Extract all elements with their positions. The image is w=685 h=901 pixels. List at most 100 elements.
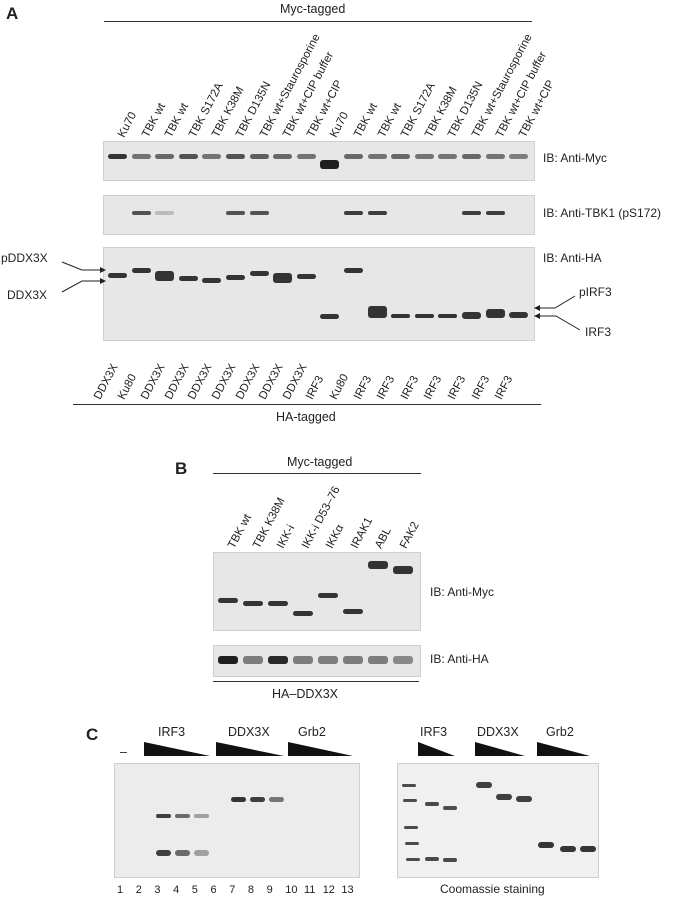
band-ha-lane-3 xyxy=(155,271,175,281)
band-ha-lane-7 xyxy=(249,271,269,276)
blot-b-anti-ha xyxy=(213,645,421,677)
panel-a-bottom-rule xyxy=(73,404,541,405)
wedge-left-grb2 xyxy=(288,742,353,756)
band-c-coomassie-ladder-5 xyxy=(406,858,420,861)
band-c-ddx3x-9 xyxy=(268,797,284,802)
panel-c-left-group-grb2: Grb2 xyxy=(298,725,326,739)
band-c-irf3-upper-3 xyxy=(156,814,172,818)
arrow-irf3 xyxy=(540,315,581,331)
band-c-coomassie-irf3-2 xyxy=(425,857,439,861)
panel-a-top-rule xyxy=(104,21,532,22)
lane-number-8: 8 xyxy=(247,884,255,896)
band-b-myc-lane-3 xyxy=(268,601,288,606)
band-myc-lane-13 xyxy=(391,154,411,159)
band-tbk1-lane-6 xyxy=(226,211,245,215)
lane-number-13: 13 xyxy=(341,884,354,896)
ib-b-anti-myc-label: IB: Anti-Myc xyxy=(430,585,495,599)
lane-number-1: 1 xyxy=(117,884,124,896)
band-c-coomassie-ddx3x-1 xyxy=(476,782,492,788)
band-b-ha-lane-7 xyxy=(368,656,388,664)
band-myc-lane-3 xyxy=(155,154,175,159)
band-b-myc-lane-7 xyxy=(368,561,388,569)
band-myc-lane-14 xyxy=(414,154,434,159)
band-b-myc-lane-4 xyxy=(293,611,313,616)
band-ha-lane-2 xyxy=(131,268,151,273)
band-myc-lane-10 xyxy=(320,160,340,169)
band-myc-lane-6 xyxy=(226,154,245,159)
panel-a-label: A xyxy=(6,4,19,23)
gel-c-coomassie xyxy=(397,763,599,878)
band-b-ha-lane-6 xyxy=(343,656,363,664)
wedge-right-grb2 xyxy=(537,742,590,756)
band-ha-lane-6 xyxy=(226,275,245,280)
arrow-ddx3x xyxy=(61,280,100,293)
arrow-pirf3-head xyxy=(534,305,540,311)
marker-pddx3x: pDDX3X xyxy=(1,251,48,265)
band-c-coomassie-ladder-4 xyxy=(405,842,419,845)
blot-a-anti-myc xyxy=(103,141,535,181)
blot-a-anti-tbk1 xyxy=(103,195,535,235)
band-b-ha-lane-5 xyxy=(318,656,338,664)
band-b-ha-lane-3 xyxy=(268,656,288,664)
panel-c-right-group-grb2: Grb2 xyxy=(546,725,574,739)
band-irf3-lane-10 xyxy=(320,314,340,319)
band-b-ha-lane-4 xyxy=(293,656,313,664)
lane-number-6: 6 xyxy=(210,884,217,896)
band-c-coomassie-grb2-2 xyxy=(560,846,576,852)
band-myc-lane-5 xyxy=(202,154,222,159)
band-c-irf3-lower-3 xyxy=(156,850,172,856)
ib-anti-tbk1-label: IB: Anti-TBK1 (pS172) xyxy=(543,206,662,220)
band-c-irf3-upper-5 xyxy=(193,814,209,818)
panel-c-right-group-irf3: IRF3 xyxy=(420,725,448,739)
band-myc-lane-2 xyxy=(131,154,151,159)
band-tbk1-lane-2 xyxy=(131,211,151,215)
lane-number-2: 2 xyxy=(135,884,142,896)
panel-c-left-group-irf3: IRF3 xyxy=(158,725,186,739)
band-tbk1-lane-3 xyxy=(155,211,175,215)
marker-ddx3x: DDX3X xyxy=(7,288,48,302)
panel-b-top-rule xyxy=(213,473,421,474)
wedge-right-irf3 xyxy=(418,742,455,756)
band-c-coomassie-grb2-1 xyxy=(538,842,554,848)
band-c-irf3-upper-4 xyxy=(175,814,191,818)
band-b-ha-lane-8 xyxy=(393,656,413,664)
band-c-coomassie-irf3-1 xyxy=(425,802,439,806)
band-c-coomassie-ddx3x-3 xyxy=(516,796,532,802)
ib-anti-ha-label: IB: Anti-HA xyxy=(543,251,602,265)
panel-a-bottom-header: HA-tagged xyxy=(276,410,336,424)
wedge-left-ddx3x xyxy=(216,742,284,756)
lane-number-11: 11 xyxy=(304,884,316,896)
blot-a-anti-ha xyxy=(103,247,535,341)
band-myc-lane-7 xyxy=(249,154,269,159)
band-irf3-lane-13 xyxy=(391,314,411,318)
ib-b-anti-ha-label: IB: Anti-HA xyxy=(430,652,489,666)
panel-b-label: B xyxy=(175,459,188,478)
band-c-irf3-lower-5 xyxy=(193,850,209,856)
band-b-myc-lane-6 xyxy=(343,609,363,614)
band-b-myc-lane-5 xyxy=(318,593,338,598)
band-c-coomassie-ddx3x-2 xyxy=(496,794,512,800)
band-tbk1-lane-7 xyxy=(249,211,269,215)
arrow-pddx3x xyxy=(61,261,100,271)
band-c-irf3-lower-4 xyxy=(175,850,191,856)
arrow-irf3-head xyxy=(534,313,540,319)
gel-c-autoradiograph xyxy=(114,763,360,878)
band-ha-lane-11 xyxy=(344,268,363,273)
panel-a-top-header: Myc-tagged xyxy=(280,2,346,16)
band-tbk1-lane-11 xyxy=(344,211,363,215)
band-c-coomassie-grb2-3 xyxy=(580,846,596,852)
marker-irf3: IRF3 xyxy=(585,325,612,339)
band-ha-lane-9 xyxy=(296,274,316,279)
panel-b-header: Myc-tagged xyxy=(287,455,353,469)
arrow-pddx3x-head xyxy=(100,267,106,273)
band-ha-lane-8 xyxy=(273,273,293,283)
band-myc-lane-16 xyxy=(462,154,481,159)
marker-pirf3: pIRF3 xyxy=(579,285,612,299)
panel-c-dash: – xyxy=(120,745,127,759)
panel-c-label: C xyxy=(86,725,99,744)
band-myc-lane-18 xyxy=(509,154,529,159)
lane-number-7: 7 xyxy=(229,884,236,896)
band-b-myc-lane-2 xyxy=(243,601,263,606)
